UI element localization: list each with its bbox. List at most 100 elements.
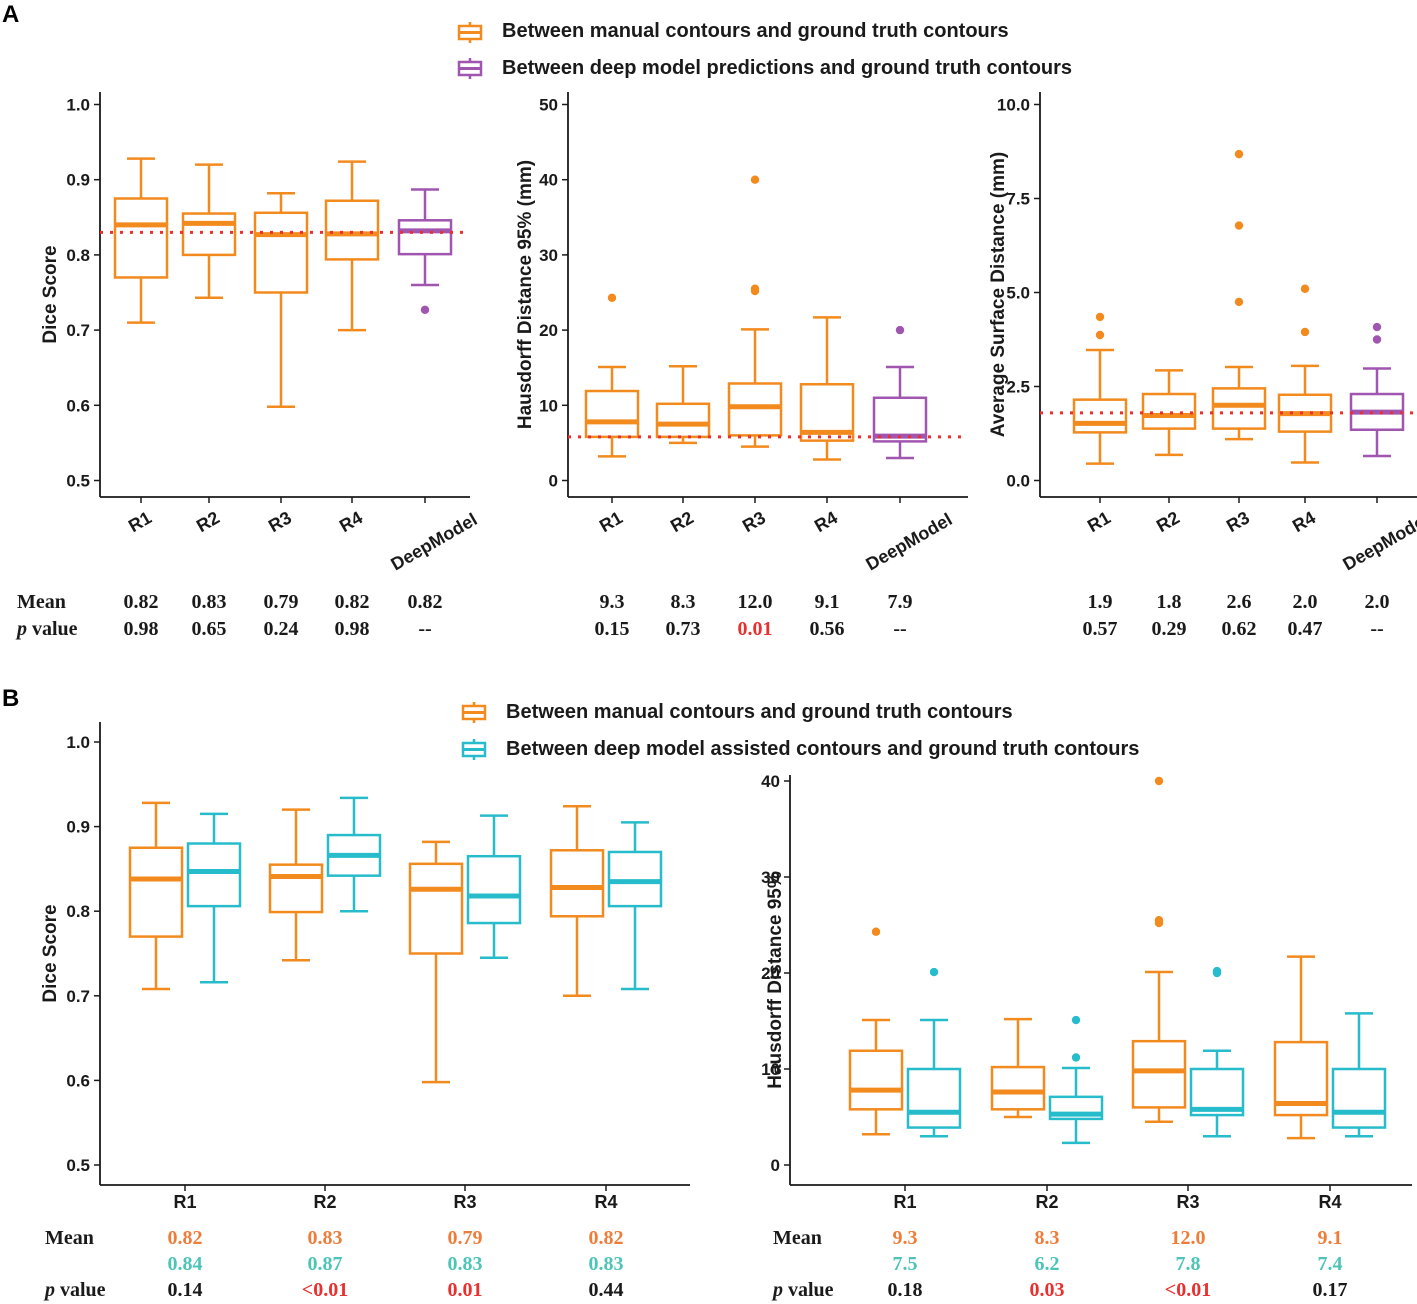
mean-value-assisted: 7.5 (893, 1253, 918, 1275)
p-value: 0.17 (1313, 1279, 1348, 1301)
mean-value: 0.82 (124, 591, 159, 613)
outlier-point (1071, 1015, 1081, 1025)
chart-hausdorff-b: 0 10 20 30 40 Hausdorff Distance 95% R1 R2 R3 R4 M… (761, 772, 1412, 1301)
y-tick-label: 20 (761, 964, 780, 983)
box-iqr (186, 842, 242, 908)
mean-value: 0.83 (308, 1227, 343, 1249)
box-manual-r1 (113, 157, 169, 324)
pvalue-italic-p: p (15, 618, 27, 640)
box-iqr (268, 863, 324, 914)
x-tick-label: DeepModel (387, 509, 480, 574)
box-manual-r1 (1072, 312, 1128, 465)
p-value: 0.01 (448, 1279, 483, 1301)
x-tick-label: R4 (1289, 507, 1319, 536)
y-tick-label: 0.8 (66, 902, 90, 921)
panel-label-b: B (2, 685, 19, 712)
box-iqr (1331, 1067, 1387, 1129)
y-tick-label: 1.0 (66, 96, 90, 115)
legend-b: Between manual contours and ground truth… (461, 701, 1139, 760)
x-tick-label: R1 (125, 507, 155, 536)
p-value: 0.01 (738, 618, 773, 640)
y-tick-label: 10 (761, 1060, 780, 1079)
legend-a-deep-icon (457, 58, 483, 79)
y-tick-label: 5.0 (1006, 284, 1030, 303)
box-manual-r2 (268, 808, 324, 962)
x-tick-label: R4 (594, 1192, 617, 1212)
box-manual-r2 (655, 364, 711, 445)
mean-value: 1.9 (1088, 591, 1113, 613)
chart-surface-distance-a: 0.0 2.5 5.0 7.5 10.0 Average Surface Distance… (988, 92, 1417, 640)
pvalue-row-label: p value (43, 1279, 106, 1301)
box-iqr (324, 199, 380, 261)
y-tick-label: 10.0 (997, 96, 1030, 115)
box-iqr (113, 197, 169, 279)
p-value: 0.47 (1288, 618, 1323, 640)
box-manual-r1 (128, 801, 184, 991)
y-axis-title: Dice Score (40, 904, 61, 1002)
mean-value: 0.83 (192, 591, 227, 613)
box-manual-r3 (1211, 149, 1267, 441)
box-iqr (466, 854, 522, 925)
p-value: 0.29 (1152, 618, 1187, 640)
x-tick-label: R4 (1318, 1192, 1341, 1212)
box-iqr (253, 211, 309, 294)
pvalue-label-rest: value (27, 618, 78, 640)
legend-a-deep-label: Between deep model predictions and groun… (502, 57, 1072, 79)
x-tick-label: R2 (667, 507, 697, 536)
y-tick-label: 40 (539, 171, 558, 190)
legend-b-manual-label: Between manual contours and ground truth… (506, 701, 1013, 723)
p-value: 0.98 (124, 618, 159, 640)
box-deep-deepmodel (1349, 322, 1405, 458)
legend-a: Between manual contours and ground truth… (457, 20, 1072, 79)
mean-value: 12.0 (1171, 1227, 1206, 1249)
x-tick-label: R1 (596, 507, 626, 536)
x-tick-label: R1 (173, 1192, 196, 1212)
y-tick-label: 7.5 (1006, 190, 1030, 209)
x-tick-label: DeepModel (862, 509, 955, 574)
box-iqr (549, 849, 605, 918)
box-iqr (408, 862, 464, 955)
outlier-point (1372, 335, 1382, 344)
box-iqr (128, 846, 184, 938)
legend-b-manual-icon (461, 702, 487, 723)
chart-dice-score-a: 0.5 0.6 0.7 0.8 0.9 1.0 Dice Score R1 R2 R3 R4 Deep… (15, 92, 481, 640)
x-tick-label: DeepModel (1339, 509, 1417, 574)
y-axis-title: Dice Score (40, 245, 61, 343)
p-value: 0.24 (264, 618, 299, 640)
p-value: 0.65 (192, 618, 227, 640)
box-iqr (1072, 398, 1128, 434)
outlier-point (1095, 330, 1105, 340)
outlier-point (1234, 221, 1244, 230)
y-tick-label: 40 (761, 772, 780, 791)
mean-row-label: Mean (773, 1227, 822, 1249)
x-tick-label: R1 (893, 1192, 916, 1212)
x-tick-label: R2 (1153, 507, 1183, 536)
outlier-point (1234, 149, 1244, 159)
y-tick-label: 30 (539, 246, 558, 265)
box-manual-r3 (253, 191, 309, 409)
x-tick-label: R2 (313, 1192, 336, 1212)
mean-value: 9.3 (600, 591, 625, 613)
box-iqr (584, 389, 640, 439)
outlier-point (1154, 916, 1164, 925)
mean-value-assisted: 0.83 (589, 1253, 624, 1275)
y-tick-label: 50 (539, 96, 558, 115)
y-tick-label: 0 (549, 472, 558, 491)
y-tick-label: 20 (539, 321, 558, 340)
x-tick-label: R2 (1035, 1192, 1058, 1212)
y-axis-title: Hausdorff Distance 95% (mm) (515, 160, 536, 429)
mean-value: 9.3 (893, 1227, 918, 1249)
outlier-point (1234, 297, 1244, 307)
y-tick-label: 1.0 (66, 733, 90, 752)
box-manual-r2 (990, 1017, 1046, 1119)
box-manual-r1 (584, 293, 640, 458)
mean-value-assisted: 6.2 (1035, 1253, 1060, 1275)
y-tick-label: 0.6 (66, 396, 90, 415)
box-assisted-r2 (326, 796, 382, 913)
y-tick-label: 30 (761, 868, 780, 887)
p-value: 0.73 (666, 618, 701, 640)
p-value: 0.57 (1083, 618, 1118, 640)
box-iqr (655, 402, 711, 439)
outlier-point (1372, 322, 1382, 332)
